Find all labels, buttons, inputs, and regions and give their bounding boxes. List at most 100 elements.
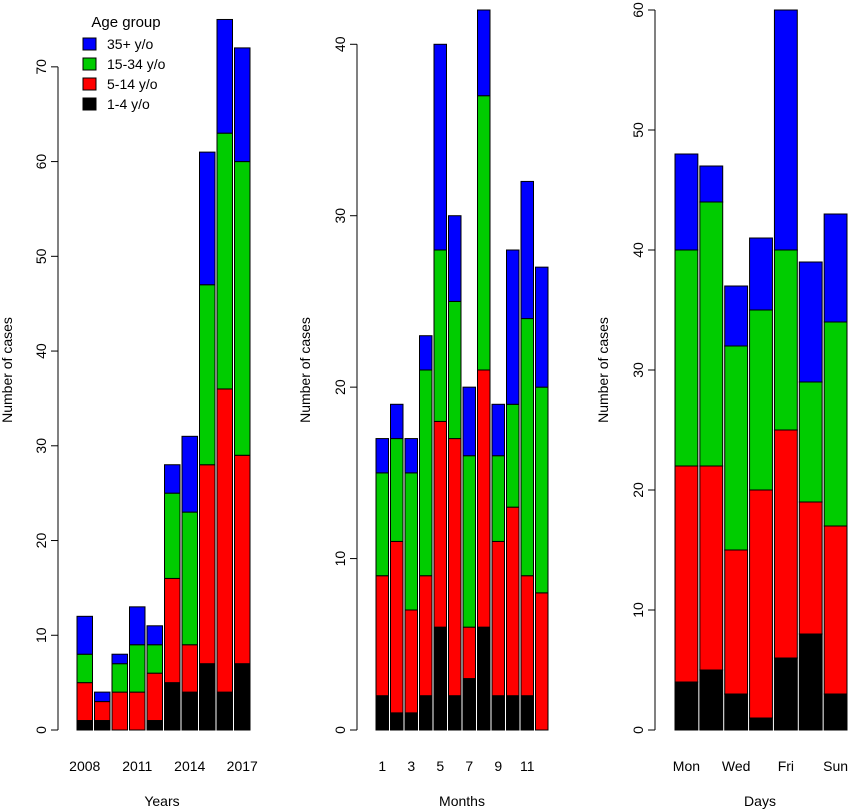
bar-segment-3-5-14-y-o [404, 609, 418, 714]
y-tick-label: 40 [332, 36, 348, 52]
y-tick-label: 50 [630, 122, 646, 138]
y-tick-label: 60 [33, 154, 49, 170]
bar-segment-10-1-4-y-o [506, 695, 520, 731]
bar-segment-5-1-4-y-o [433, 626, 447, 731]
bar-segment-Sun-15-34-y-o [823, 321, 848, 527]
y-tick-label: 0 [332, 726, 348, 734]
legend-entries: 35+ y/o 15-34 y/o 5-14 y/o 1-4 y/o [82, 36, 166, 112]
bar-segment-9-5-14-y-o [491, 540, 505, 697]
bar-segment-1-5-14-y-o [375, 575, 389, 697]
y-tick-label: 20 [332, 379, 348, 395]
bar-segment-6-5-14-y-o [448, 438, 462, 697]
bar-segment-2008-35-y-o [76, 615, 93, 655]
bar-segment-2009-1-4-y-o [94, 720, 111, 731]
y-tick-label: 40 [33, 343, 49, 359]
bar-segment-9-35-y-o [491, 403, 505, 457]
chart-panel-2: 0 10 20 30 40 Number of cases 1 3 5 7 9 11 Months [297, 9, 549, 809]
bar-segment-1-1-4-y-o [375, 695, 389, 731]
bar-segment-Fri-5-14-y-o [773, 429, 798, 659]
bar-segment-2012-5-14-y-o [146, 672, 163, 722]
x-tick-label: Fri [778, 758, 794, 774]
bar-segment-2017-5-14-y-o [234, 454, 251, 665]
bar-segment-2014-5-14-y-o [181, 644, 198, 693]
bar-segment-9-15-34-y-o [491, 455, 505, 542]
bar-segment-2017-35-y-o [234, 47, 251, 163]
bar-segment-7-15-34-y-o [462, 455, 476, 628]
x-tick-label: 7 [465, 758, 473, 774]
bar-segment-2008-15-34-y-o [76, 653, 93, 684]
bar-segment-2-35-y-o [390, 403, 404, 440]
y-tick-label: 30 [332, 208, 348, 224]
y-tick-label: 60 [630, 2, 646, 18]
bar-segment-2013-15-34-y-o [164, 492, 181, 579]
y-axis-title: Number of cases [0, 317, 15, 423]
bar-segment-2015-1-4-y-o [199, 663, 216, 731]
y-tick-label: 0 [33, 726, 49, 734]
bar-segment-2011-5-14-y-o [129, 691, 146, 731]
y-tick-label: 30 [630, 362, 646, 378]
bar-segment-3-15-34-y-o [404, 472, 418, 611]
x-axis-labels: 1 3 5 7 9 11 [378, 758, 534, 774]
bar-segment-3-35-y-o [404, 438, 418, 474]
y-tick-label: 20 [630, 482, 646, 498]
bar-segment-2013-1-4-y-o [164, 682, 181, 731]
bar-segment-10-15-34-y-o [506, 403, 520, 508]
x-tick-label: 2008 [69, 758, 100, 774]
bar-segment-2015-15-34-y-o [199, 284, 216, 466]
bar-segment-2015-35-y-o [199, 151, 216, 286]
x-axis-labels: 2008 2011 2014 2017 [69, 758, 258, 774]
bar-segment-12-5-14-y-o [535, 592, 549, 731]
bar-segment-Tue-1-4-y-o [699, 669, 724, 731]
legend-label: 1-4 y/o [107, 96, 150, 112]
bar-segment-Tue-15-34-y-o [699, 201, 724, 467]
x-tick-label: Mon [673, 758, 700, 774]
bar-segment-2-1-4-y-o [390, 712, 404, 731]
bar-segment-Fri-35-y-o [773, 9, 798, 251]
bar-segment-2-15-34-y-o [390, 438, 404, 542]
bar-segment-Wed-35-y-o [724, 285, 749, 347]
bar-segment-2014-1-4-y-o [181, 691, 198, 731]
bar-segment-Thu-15-34-y-o [749, 309, 773, 491]
chart-panel-3: 0 10 20 30 40 50 60 Number of cases Mon Wed Fri Sun… [595, 2, 848, 809]
bar-segment-11-35-y-o [520, 180, 534, 320]
bar-segment-4-15-34-y-o [419, 369, 433, 577]
bar-segment-2012-1-4-y-o [146, 720, 163, 731]
bar-segment-8-5-14-y-o [477, 369, 491, 628]
y-tick-label: 30 [33, 438, 49, 454]
x-tick-label: 1 [378, 758, 386, 774]
bar-segment-2012-15-34-y-o [146, 644, 163, 674]
bar-segment-6-15-34-y-o [448, 300, 462, 440]
x-tick-label: 3 [407, 758, 415, 774]
bar-segment-4-5-14-y-o [419, 575, 433, 697]
bar-segment-6-35-y-o [448, 215, 462, 302]
y-axis: 0 10 20 30 40 50 60 70 [33, 59, 59, 734]
x-axis-title: Months [439, 793, 485, 809]
bar-segment-2016-5-14-y-o [216, 388, 233, 693]
bars [375, 9, 549, 731]
bar-segment-Sun-5-14-y-o [823, 525, 848, 695]
legend-label: 5-14 y/o [107, 76, 158, 92]
bar-segment-2009-5-14-y-o [94, 701, 111, 722]
x-tick-label: Wed [722, 758, 751, 774]
legend-entry: 15-34 y/o [82, 56, 166, 72]
legend-entry: 35+ y/o [82, 36, 154, 52]
bar-segment-Thu-5-14-y-o [749, 489, 773, 719]
bar-segment-Wed-5-14-y-o [724, 549, 749, 695]
y-axis: 0 10 20 30 40 [332, 36, 358, 734]
bar-segment-2009-35-y-o [94, 691, 111, 703]
bar-segment-2015-5-14-y-o [199, 464, 216, 665]
bar-segment-Mon-5-14-y-o [674, 465, 699, 683]
y-axis: 0 10 20 30 40 50 60 [630, 2, 656, 734]
bar-segment-6-1-4-y-o [448, 695, 462, 731]
bar-segment-Sat-15-34-y-o [798, 381, 823, 503]
bar-segment-2014-35-y-o [181, 435, 198, 513]
bar-segment-11-1-4-y-o [520, 695, 534, 731]
bar-segment-Wed-1-4-y-o [724, 693, 749, 731]
x-tick-label: 5 [436, 758, 444, 774]
bar-segment-5-5-14-y-o [433, 420, 447, 628]
x-tick-label: 9 [494, 758, 502, 774]
x-tick-label: Sun [823, 758, 848, 774]
y-tick-label: 20 [33, 533, 49, 549]
